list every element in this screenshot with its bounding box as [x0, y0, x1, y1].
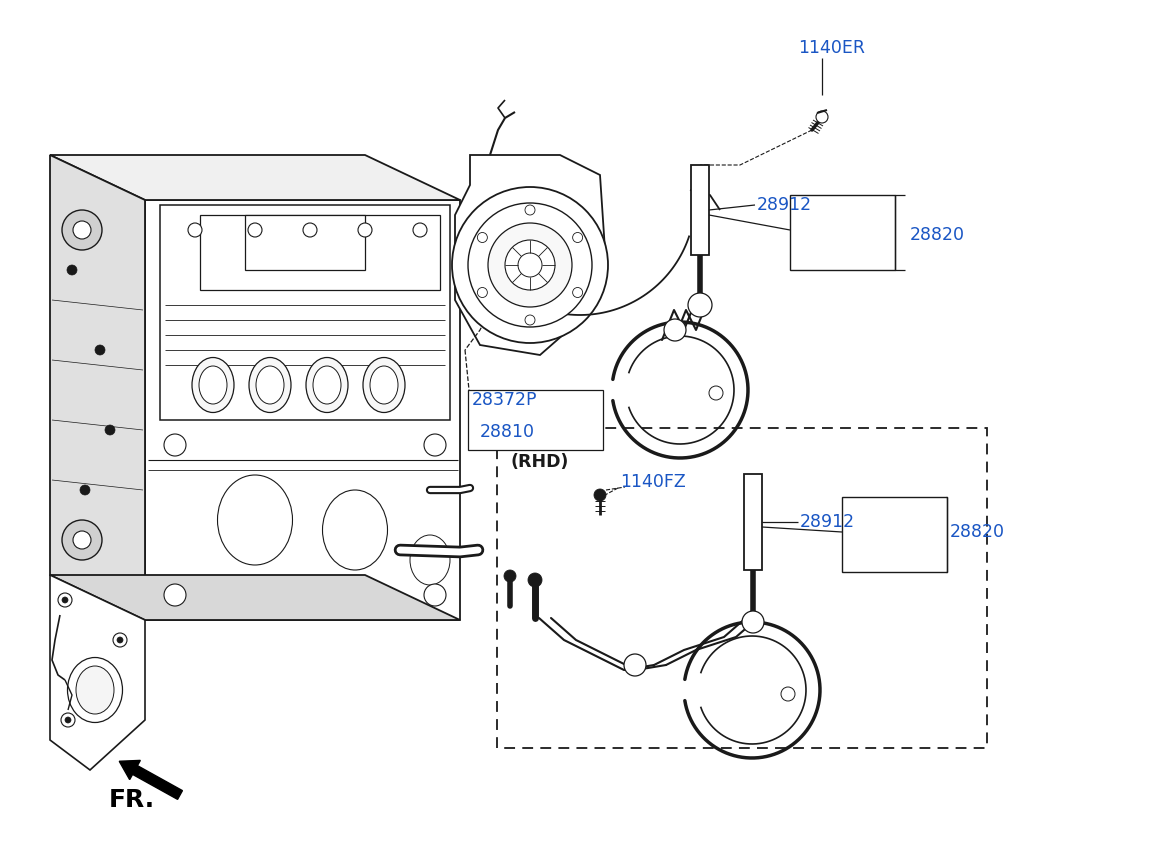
Circle shape: [65, 717, 72, 723]
Polygon shape: [455, 155, 605, 355]
Polygon shape: [50, 575, 145, 770]
Circle shape: [62, 597, 68, 603]
Circle shape: [478, 287, 487, 298]
Circle shape: [61, 713, 75, 727]
Polygon shape: [50, 575, 460, 620]
Circle shape: [117, 637, 123, 643]
Ellipse shape: [67, 657, 122, 722]
Ellipse shape: [370, 366, 398, 404]
Circle shape: [469, 203, 592, 327]
Circle shape: [62, 520, 102, 560]
Circle shape: [624, 654, 646, 676]
Text: 1140ER: 1140ER: [799, 39, 866, 57]
Circle shape: [742, 611, 764, 633]
Circle shape: [62, 210, 102, 250]
Bar: [842, 497, 947, 572]
Circle shape: [816, 111, 829, 123]
Ellipse shape: [313, 366, 340, 404]
Circle shape: [413, 223, 427, 237]
Circle shape: [688, 293, 712, 317]
Bar: [691, 165, 709, 255]
Bar: [790, 195, 896, 270]
Polygon shape: [50, 155, 460, 200]
Circle shape: [67, 265, 77, 275]
Bar: [497, 428, 987, 748]
Circle shape: [248, 223, 262, 237]
Bar: [469, 390, 604, 450]
Circle shape: [478, 232, 487, 243]
Circle shape: [113, 633, 127, 647]
Text: 28820: 28820: [911, 226, 965, 244]
Circle shape: [709, 386, 724, 400]
Text: 28820: 28820: [950, 523, 1005, 541]
Text: 28372P: 28372P: [472, 391, 538, 409]
Circle shape: [781, 687, 795, 701]
Polygon shape: [200, 215, 440, 290]
Circle shape: [504, 570, 516, 582]
Circle shape: [164, 584, 186, 606]
Circle shape: [105, 425, 115, 435]
Ellipse shape: [76, 666, 114, 714]
Circle shape: [518, 253, 542, 277]
Circle shape: [73, 221, 91, 239]
Text: 28912: 28912: [757, 196, 812, 214]
Circle shape: [664, 319, 685, 341]
Polygon shape: [160, 205, 450, 420]
Ellipse shape: [249, 358, 291, 412]
Circle shape: [58, 593, 72, 607]
Circle shape: [572, 287, 583, 298]
Circle shape: [505, 240, 555, 290]
Polygon shape: [50, 155, 145, 620]
Circle shape: [358, 223, 372, 237]
Circle shape: [525, 315, 535, 325]
Ellipse shape: [410, 535, 450, 585]
Ellipse shape: [364, 358, 405, 412]
Ellipse shape: [306, 358, 349, 412]
Text: (RHD): (RHD): [510, 453, 569, 471]
Circle shape: [73, 531, 91, 549]
Text: FR.: FR.: [108, 788, 155, 812]
Circle shape: [452, 187, 608, 343]
Text: 28810: 28810: [480, 423, 535, 441]
Circle shape: [95, 345, 105, 355]
Ellipse shape: [217, 475, 292, 565]
Polygon shape: [145, 200, 460, 620]
Text: 1140FZ: 1140FZ: [620, 473, 685, 491]
Ellipse shape: [322, 490, 388, 570]
Circle shape: [488, 223, 572, 307]
Circle shape: [529, 573, 542, 587]
Bar: [245, 215, 365, 270]
Circle shape: [164, 434, 186, 456]
Ellipse shape: [198, 366, 227, 404]
Circle shape: [594, 489, 606, 501]
Circle shape: [304, 223, 317, 237]
FancyArrow shape: [119, 761, 182, 800]
Bar: [744, 474, 762, 570]
Circle shape: [572, 232, 583, 243]
Circle shape: [424, 584, 445, 606]
Ellipse shape: [256, 366, 284, 404]
Circle shape: [424, 434, 445, 456]
Ellipse shape: [192, 358, 234, 412]
Text: 28912: 28912: [800, 513, 855, 531]
Circle shape: [80, 485, 90, 495]
Circle shape: [188, 223, 202, 237]
Circle shape: [525, 205, 535, 215]
